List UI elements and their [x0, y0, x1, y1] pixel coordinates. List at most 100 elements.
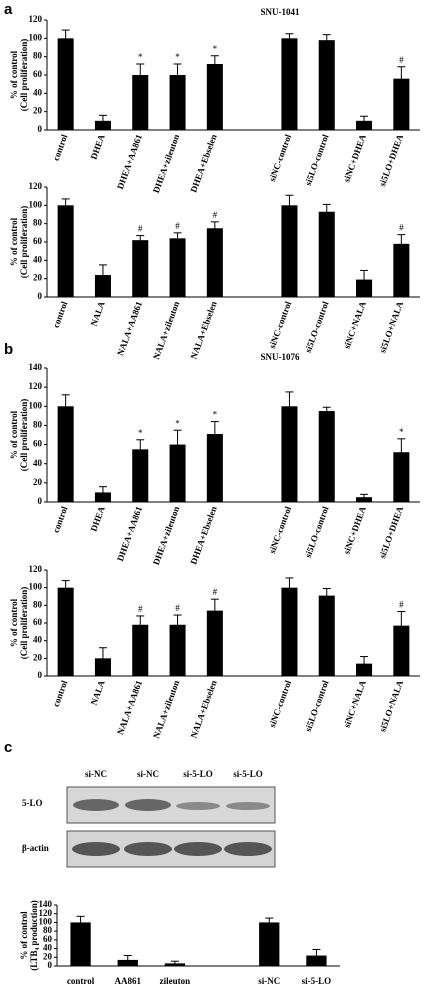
y-tick-label: 20 [33, 273, 43, 283]
y-tick-label: 100 [39, 916, 53, 926]
x-tick-label: siNC-control [267, 679, 293, 729]
blot-band [124, 842, 172, 856]
x-tick-label: control [51, 133, 70, 163]
bar [132, 240, 149, 297]
x-tick-label: zileuton [160, 976, 191, 986]
x-tick-label: NALA+zileuton [151, 300, 181, 361]
y-tick-label: 140 [39, 899, 53, 909]
y-axis-label: % of control [9, 598, 19, 647]
y-tick-label: 40 [33, 635, 43, 645]
y-tick-label: 100 [29, 582, 43, 592]
y-tick-label: 20 [33, 106, 43, 116]
bar [70, 922, 91, 966]
y-tick-label: 40 [33, 254, 43, 264]
y-tick-label: 20 [43, 951, 53, 961]
x-tick-label: control [67, 976, 95, 986]
blot-band [226, 802, 270, 810]
y-axis-label: % of control [19, 911, 29, 960]
bar [259, 922, 280, 966]
significance-marker: # [213, 587, 218, 597]
significance-marker: # [399, 600, 404, 610]
blot-band [174, 842, 222, 856]
x-tick-label: control [51, 300, 70, 330]
x-tick-label: DHEA [88, 133, 106, 161]
lane-label: si-5-LO [233, 769, 263, 779]
y-axis-label: (LTB₄ production) [29, 900, 39, 970]
bar [281, 38, 298, 131]
lane-label: si-NC [137, 769, 159, 779]
bar [281, 205, 298, 297]
y-axis-label: % of control [9, 50, 19, 99]
blot-band [72, 842, 120, 856]
bar [356, 120, 373, 130]
x-tick-label: NALA+Ebselen [189, 679, 219, 739]
y-axis-label: (Cell proliferation) [19, 399, 29, 472]
y-tick-label: 20 [33, 477, 43, 487]
y-tick-label: 100 [29, 400, 43, 410]
y-tick-label: 140 [29, 362, 43, 372]
significance-marker: # [399, 223, 404, 233]
blot-band [125, 799, 171, 811]
significance-marker: * [213, 44, 218, 54]
y-tick-label: 100 [29, 199, 43, 209]
western-blot: si-NC si-NC si-5-LO si-5-LO 5-LO β-actin [22, 769, 276, 868]
y-tick-label: 60 [33, 69, 43, 79]
y-tick-label: 0 [38, 496, 43, 506]
x-tick-label: DHEA+AA861 [115, 133, 144, 191]
x-tick-label: NALA+Ebselen [189, 300, 219, 360]
x-tick-label: si5LO-control [303, 679, 331, 733]
x-tick-label: si5LO-control [303, 300, 331, 354]
y-tick-label: 80 [33, 218, 43, 228]
y-tick-label: 60 [33, 439, 43, 449]
panel-label: b [4, 341, 13, 358]
bar [393, 625, 410, 676]
bar [206, 610, 223, 676]
x-tick-label: siNC+NALA [341, 300, 368, 351]
bar [57, 587, 74, 676]
y-tick-label: 120 [29, 14, 43, 24]
bar [94, 275, 111, 297]
significance-marker: # [213, 210, 218, 220]
bar [318, 40, 335, 130]
significance-marker: # [138, 224, 143, 234]
bar [169, 238, 186, 297]
panel-label: a [4, 1, 13, 18]
x-tick-label: siNC-control [267, 300, 293, 350]
significance-marker: # [138, 604, 143, 614]
x-tick-label: NALA+AA861 [115, 300, 144, 358]
y-tick-label: 60 [43, 934, 53, 944]
blot-band [176, 802, 220, 810]
y-tick-label: 40 [33, 87, 43, 97]
y-axis-label: (Cell proliferation) [19, 39, 29, 112]
x-tick-label: DHEA+Ebselen [188, 133, 218, 194]
x-tick-label: control [51, 679, 70, 709]
bar [132, 75, 149, 130]
bar [206, 228, 223, 297]
x-tick-label: DHEA+zileuton [151, 505, 181, 566]
y-tick-label: 120 [29, 381, 43, 391]
y-tick-label: 60 [33, 236, 43, 246]
x-tick-label: siNC+DHEA [341, 505, 368, 556]
bar [206, 64, 223, 130]
bar [57, 205, 74, 297]
bar [169, 444, 186, 502]
lane-label: si-NC [85, 769, 107, 779]
y-tick-label: 0 [48, 960, 53, 970]
x-tick-label: si5LO+DHEA [377, 133, 405, 188]
y-tick-label: 80 [33, 419, 43, 429]
y-tick-label: 80 [43, 925, 53, 935]
y-axis-label: % of control [9, 410, 19, 459]
x-tick-label: DHEA+Ebselen [188, 505, 218, 566]
blot-band [224, 842, 272, 856]
x-tick-label: AA861 [115, 976, 142, 986]
y-tick-label: 120 [29, 564, 43, 574]
y-axis-label: (Cell proliferation) [19, 206, 29, 279]
x-tick-label: NALA+AA861 [115, 679, 144, 737]
y-axis-label: (Cell proliferation) [19, 587, 29, 660]
x-tick-label: siNC+NALA [341, 679, 368, 730]
significance-marker: # [399, 55, 404, 65]
row-label: 5-LO [22, 798, 43, 808]
y-tick-label: 0 [38, 124, 43, 134]
x-tick-label: DHEA [88, 505, 106, 533]
